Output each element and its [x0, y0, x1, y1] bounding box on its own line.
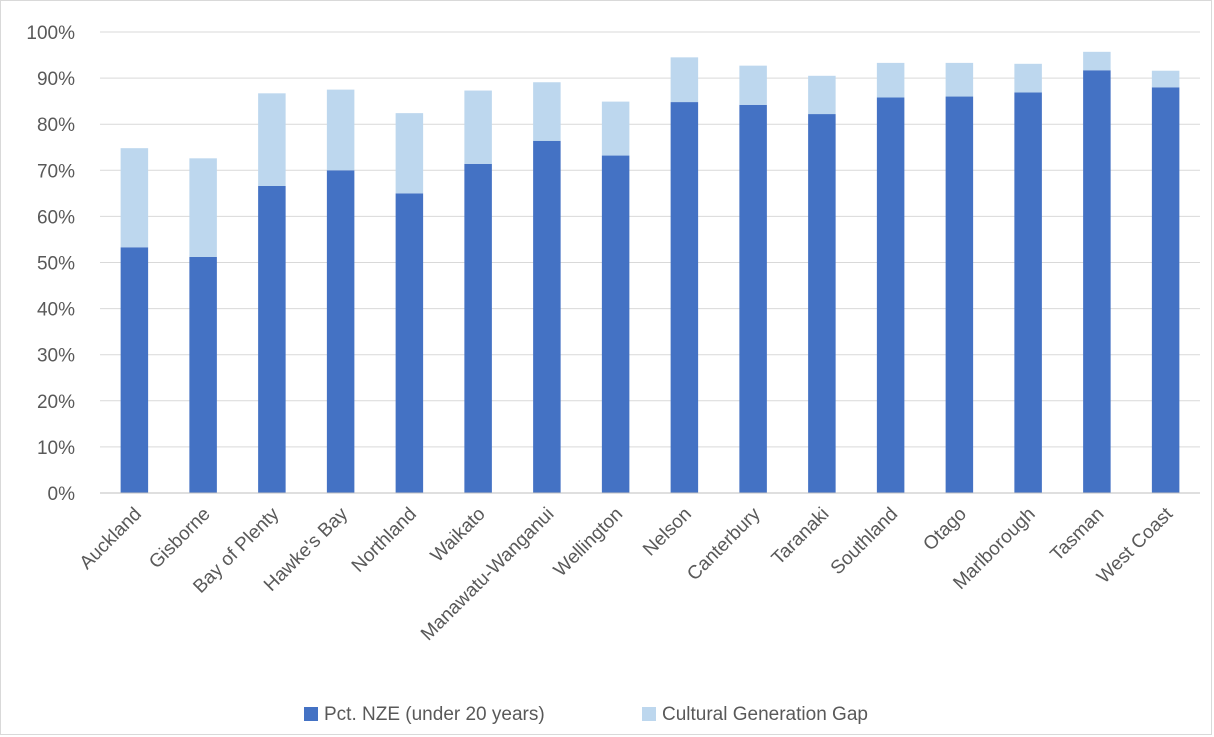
bar-pct-nze	[808, 114, 836, 494]
bar-pct-nze	[670, 102, 699, 494]
bar-cultural-generation-gap	[189, 158, 217, 257]
bar-pct-nze	[739, 104, 767, 493]
bars	[120, 51, 1180, 494]
bar-pct-nze	[464, 163, 492, 493]
y-tick-label: 20%	[37, 392, 75, 413]
bar-pct-nze	[945, 96, 974, 493]
legend-swatch	[642, 707, 656, 721]
y-tick-label: 60%	[37, 207, 75, 228]
x-category-label: Tasman	[1047, 504, 1109, 566]
bar-cultural-generation-gap	[670, 57, 699, 103]
bar-pct-nze	[1083, 70, 1111, 493]
bar-pct-nze	[189, 256, 217, 493]
y-tick-label: 40%	[37, 300, 75, 321]
x-category-label: Waikato	[427, 504, 490, 567]
bar-pct-nze	[1014, 92, 1042, 494]
x-category-label: Manawatu-Wanganui	[417, 504, 558, 645]
legend-label: Cultural Generation Gap	[662, 704, 868, 725]
x-category-label: Nelson	[639, 504, 696, 561]
bar-cultural-generation-gap	[1014, 63, 1042, 93]
legend: Pct. NZE (under 20 years) Cultural Genera…	[304, 704, 868, 725]
bar-cultural-generation-gap	[258, 93, 286, 186]
bar-cultural-generation-gap	[1151, 70, 1180, 88]
x-category-label: West Coast	[1093, 503, 1178, 588]
bar-pct-nze	[533, 140, 561, 493]
bar-cultural-generation-gap	[601, 101, 630, 156]
y-tick-label: 10%	[37, 438, 75, 459]
bar-cultural-generation-gap	[945, 62, 974, 97]
y-tick-label: 70%	[37, 161, 75, 182]
y-tick-label: 100%	[26, 23, 75, 44]
x-category-label: Gisborne	[145, 504, 214, 573]
bar-pct-nze	[1151, 87, 1180, 493]
bar-pct-nze	[258, 185, 286, 493]
x-category-label: Taranaki	[768, 504, 834, 570]
bar-pct-nze	[601, 155, 630, 493]
x-category-label: Canterbury	[683, 503, 765, 585]
bar-cultural-generation-gap	[1083, 51, 1111, 71]
bar-cultural-generation-gap	[739, 65, 767, 105]
x-category-label: Auckland	[76, 504, 146, 574]
y-tick-label: 0%	[48, 484, 76, 505]
x-category-label: Wellington	[550, 504, 627, 581]
y-tick-label: 90%	[37, 69, 75, 90]
bar-pct-nze	[876, 97, 905, 493]
x-category-label: Northland	[348, 504, 421, 577]
x-category-label: Southland	[827, 504, 902, 579]
bar-cultural-generation-gap	[876, 62, 905, 98]
bar-pct-nze	[120, 247, 149, 493]
y-tick-label: 30%	[37, 346, 75, 367]
bar-cultural-generation-gap	[395, 113, 424, 194]
bar-cultural-generation-gap	[533, 82, 561, 141]
y-tick-label: 80%	[37, 115, 75, 136]
bar-pct-nze	[395, 193, 424, 493]
bar-cultural-generation-gap	[120, 148, 149, 248]
x-category-label: Otago	[919, 504, 970, 555]
bar-cultural-generation-gap	[808, 75, 836, 115]
bar-pct-nze	[326, 170, 355, 494]
bar-cultural-generation-gap	[464, 90, 492, 164]
y-axis-tick-labels: 0% 10% 20% 30% 40% 50% 60% 70% 80% 90% 100%	[26, 23, 75, 505]
y-tick-label: 50%	[37, 254, 75, 275]
legend-swatch	[304, 707, 318, 721]
bar-cultural-generation-gap	[326, 89, 355, 171]
legend-label: Pct. NZE (under 20 years)	[324, 704, 545, 725]
